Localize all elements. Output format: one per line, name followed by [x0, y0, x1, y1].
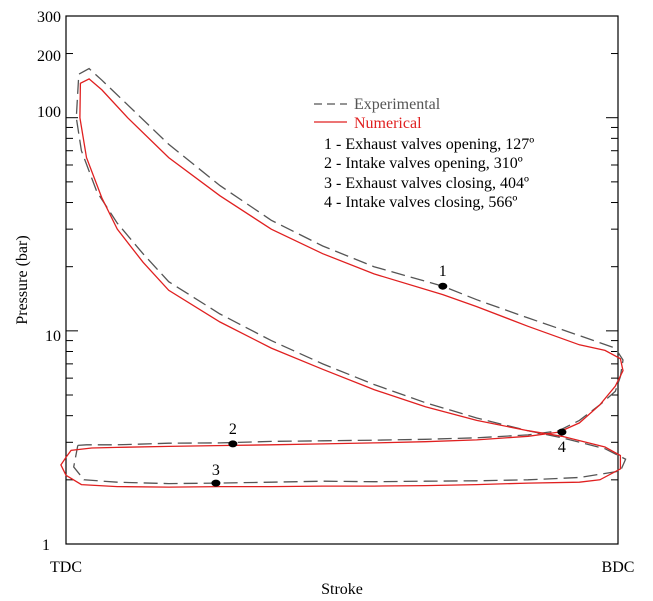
legend: Experimental Numerical 1 - Exhaust valve…: [314, 96, 534, 211]
x-axis-title: Stroke: [321, 581, 363, 598]
event-marker-2: [228, 440, 238, 448]
y-tick-label-200: 200: [37, 48, 61, 65]
annotation-text-4: 4 - Intake valves closing, 566º: [324, 194, 517, 211]
y-tick-label-300: 300: [37, 9, 61, 26]
axis-ticks: [66, 15, 618, 545]
legend-label-experimental: Experimental: [354, 96, 441, 113]
event-label-3: 3: [212, 462, 220, 479]
event-marker-4: [557, 428, 567, 436]
x-tick-label-bdc: BDC: [602, 559, 635, 576]
annotation-text-3: 3 - Exhaust valves closing, 404º: [324, 175, 529, 192]
plot-frame: [65, 15, 619, 545]
y-tick-label-10: 10: [45, 328, 61, 345]
event-label-1: 1: [439, 263, 447, 280]
event-points: 1 2 3 4: [211, 263, 567, 487]
series-line-numerical: [60, 78, 624, 488]
event-marker-1: [438, 282, 448, 290]
x-tick-label-tdc: TDC: [50, 559, 82, 576]
event-label-2: 2: [229, 421, 237, 438]
annotation-text-1: 1 - Exhaust valves opening, 127º: [324, 136, 534, 153]
y-tick-label-1: 1: [42, 537, 50, 554]
series-line-experimental: [73, 67, 627, 485]
annotation-text-2: 2 - Intake valves opening, 310º: [324, 155, 523, 172]
event-marker-3: [211, 479, 221, 487]
y-axis-title: Pressure (bar): [14, 235, 31, 324]
event-label-4: 4: [558, 439, 566, 456]
legend-label-numerical: Numerical: [354, 115, 422, 132]
y-tick-label-100: 100: [37, 104, 61, 121]
